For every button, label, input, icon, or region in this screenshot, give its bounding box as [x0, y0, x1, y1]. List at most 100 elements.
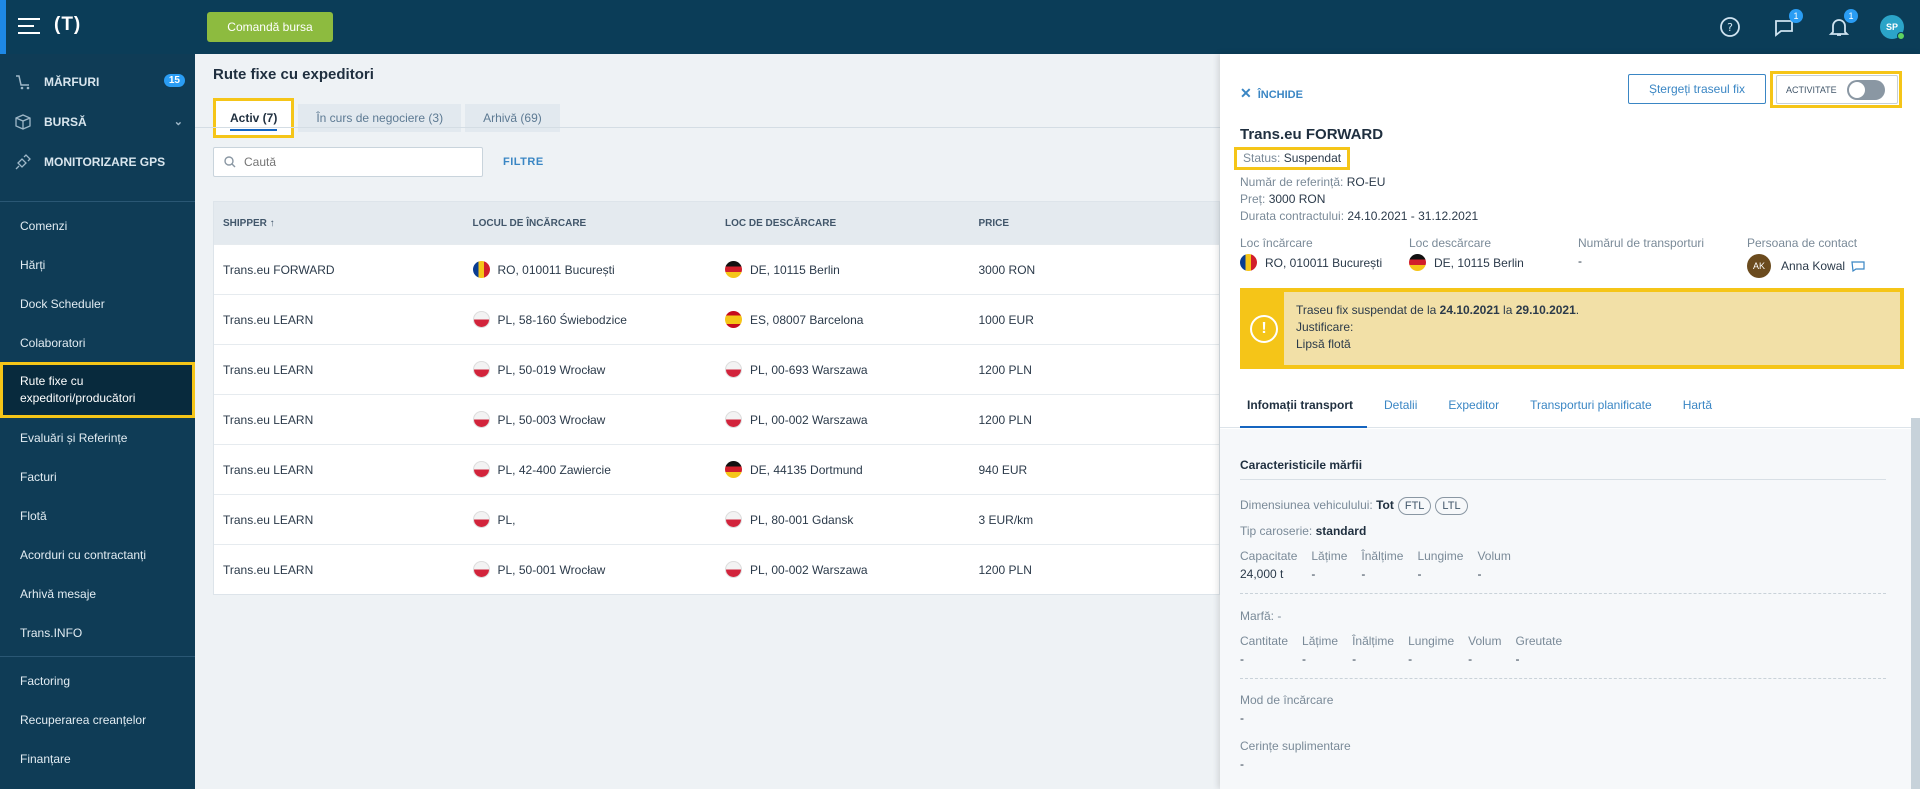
flag-pl-icon	[725, 561, 742, 578]
close-button[interactable]: ✕ ÎNCHIDE	[1240, 85, 1303, 102]
warning-text: Traseu fix suspendat de la 24.10.2021 la…	[1284, 292, 1591, 365]
tab-details[interactable]: Detalii	[1384, 398, 1418, 412]
tab-active[interactable]: Activ (7)	[213, 98, 295, 138]
tab-planned-transports[interactable]: Transporturi planificate	[1530, 398, 1652, 412]
load-text: PL, 50-003 Wrocław	[497, 412, 606, 427]
search-input[interactable]	[244, 155, 464, 169]
sidebar-item-exchange[interactable]: BURSĂ ⌄	[0, 102, 195, 142]
unload-cell: PL, 80-001 Gdansk	[719, 511, 972, 528]
tab-shipper[interactable]: Expeditor	[1448, 398, 1500, 412]
shipper-cell: Trans.eu LEARN	[223, 312, 314, 327]
height-label: Înălțime	[1361, 549, 1404, 563]
loading-mode-label: Mod de încărcare	[1240, 693, 1334, 707]
warning-line-1: Traseu fix suspendat de la 24.10.2021 la…	[1296, 302, 1579, 319]
unload-place: Loc descărcare DE, 10115 Berlin	[1409, 236, 1578, 278]
sidebar-item-orders[interactable]: Comenzi	[20, 218, 68, 233]
load-cell: PL, 50-019 Wrocław	[467, 361, 720, 378]
load-place: Loc încărcare RO, 010011 București	[1240, 236, 1409, 278]
flag-ro-icon	[472, 261, 490, 278]
sidebar-item-goods[interactable]: MĂRFURI 15	[0, 62, 195, 102]
sidebar-item-agreements[interactable]: Acorduri cu contractanți	[20, 547, 147, 562]
unload-cell: ES, 08007 Barcelona	[719, 311, 972, 328]
loading-mode-value: -	[1240, 711, 1244, 725]
sidebar-item-message-archive[interactable]: Arhivă mesaje	[20, 586, 97, 601]
load-place-value: RO, 010011 București	[1240, 254, 1409, 271]
sidebar-item-factoring[interactable]: Factoring	[20, 673, 71, 688]
toggle-switch[interactable]	[1846, 79, 1885, 100]
routes-table: SHIPPER ↑ LOCUL DE ÎNCĂRCARE LOC DE DESC…	[213, 201, 1220, 595]
transport-count-value: -	[1578, 254, 1582, 268]
dashed-divider	[1240, 678, 1886, 679]
delete-route-button[interactable]: Ștergeți traseul fix	[1628, 74, 1766, 104]
price-cell: 1200 PLN	[978, 562, 1032, 577]
sidebar-item-gps[interactable]: MONITORIZARE GPS	[0, 142, 195, 182]
sidebar-item-transinfo[interactable]: Trans.INFO	[20, 625, 83, 640]
volume-value: -	[1477, 567, 1482, 581]
table-row[interactable]: Trans.eu LEARN PL, 50-001 Wrocław PL, 00…	[214, 544, 1219, 594]
status-line: Status: Suspendat	[1234, 147, 1351, 170]
chat-icon[interactable]: 1	[1772, 9, 1803, 39]
load-place-text: RO, 010011 București	[1265, 255, 1383, 270]
flag-pl-icon	[725, 511, 742, 528]
table-row[interactable]: Trans.eu LEARN PL, 50-003 Wrocław PL, 00…	[214, 394, 1219, 444]
ftl-pill: FTL	[1397, 497, 1432, 515]
unload-text: ES, 08007 Barcelona	[750, 312, 864, 327]
unload-text: DE, 10115 Berlin	[750, 262, 840, 277]
sidebar-item-partners[interactable]: Colaboratori	[20, 335, 86, 350]
top-bar: (T) Comandă bursa ? 1 1 SP	[0, 0, 1920, 54]
sidebar-item-ratings[interactable]: Evaluări și Referințe	[20, 430, 128, 445]
capacity-grid: Capacitate 24,000 t Lățime - Înălțime - Lun…	[1240, 549, 1525, 581]
unload-place-value: DE, 10115 Berlin	[1409, 254, 1578, 271]
bell-icon[interactable]: 1	[1827, 9, 1858, 39]
chevron-down-icon[interactable]: ⌄	[173, 116, 183, 128]
sidebar-item-dock-scheduler[interactable]: Dock Scheduler	[20, 296, 105, 311]
sidebar-item-fleet[interactable]: Flotă	[20, 508, 47, 523]
message-icon[interactable]	[1851, 260, 1865, 272]
sidebar-item-debt-collection[interactable]: Recuperarea creanțelor	[20, 712, 147, 727]
price-cell: 1200 PLN	[978, 362, 1032, 377]
search-box[interactable]	[213, 147, 483, 177]
table-row[interactable]: Trans.eu FORWARD RO, 010011 București DE…	[214, 244, 1219, 294]
menu-icon[interactable]	[18, 18, 40, 34]
flag-pl-icon	[472, 411, 490, 428]
width-label: Lățime	[1311, 549, 1348, 563]
load-cell: RO, 010011 București	[467, 261, 720, 278]
table-row[interactable]: Trans.eu LEARN PL, PL, 80-001 Gdansk 3 E…	[214, 494, 1219, 544]
tab-map[interactable]: Hartă	[1682, 398, 1713, 412]
table-row[interactable]: Trans.eu LEARN PL, 50-019 Wrocław PL, 00…	[214, 344, 1219, 394]
panel-scrollbar[interactable]	[1911, 418, 1920, 789]
help-icon[interactable]: ?	[1718, 15, 1742, 39]
tab-transport-info[interactable]: Infomații transport	[1240, 392, 1368, 428]
table-row[interactable]: Trans.eu LEARN PL, 58-160 Świebodzice ES…	[214, 294, 1219, 344]
chat-badge: 1	[1789, 9, 1803, 23]
column-header-shipper[interactable]: SHIPPER ↑	[223, 217, 275, 229]
flag-pl-icon	[725, 361, 742, 378]
order-exchange-button[interactable]: Comandă bursa	[207, 12, 333, 42]
reference-line: Număr de referință: RO-EU	[1240, 175, 1385, 189]
sidebar-item-invoices[interactable]: Facturi	[20, 469, 57, 484]
sidebar-item-fixed-routes[interactable]: Rute fixe cu expeditori/producători	[0, 362, 195, 418]
activity-toggle[interactable]: ACTIVITATE	[1776, 75, 1898, 104]
sidebar-item-maps[interactable]: Hărți	[20, 257, 46, 272]
sidebar-sub-section: Comenzi Hărți Dock Scheduler Colaborator…	[0, 202, 195, 778]
volume-cell: Volum -	[1477, 549, 1510, 581]
status-value: Suspendat	[1283, 151, 1342, 165]
contact-value[interactable]: AK Anna Kowal	[1747, 254, 1916, 278]
sidebar-item-financing[interactable]: Finanțare	[20, 751, 71, 766]
weight-value: -	[1515, 652, 1520, 666]
volume-value: -	[1468, 652, 1473, 666]
height-cell: Înălțime -	[1352, 634, 1394, 666]
app-logo[interactable]: (T)	[54, 14, 82, 35]
user-avatar[interactable]: SP	[1880, 15, 1905, 40]
load-text: PL, 50-019 Wrocław	[497, 362, 606, 377]
warning-suffix: .	[1575, 303, 1580, 317]
filter-button[interactable]: FILTRE	[503, 156, 544, 168]
close-label: ÎNCHIDE	[1257, 89, 1303, 101]
height-cell: Înălțime -	[1361, 549, 1403, 581]
svg-text:?: ?	[1727, 21, 1733, 34]
route-detail-panel: ✕ ÎNCHIDE Ștergeți traseul fix ACTIVITATE…	[1220, 54, 1920, 789]
load-cell: PL,	[467, 511, 720, 528]
flag-de-icon	[725, 261, 742, 278]
length-label: Lungime	[1417, 549, 1464, 563]
table-row[interactable]: Trans.eu LEARN PL, 42-400 Zawiercie DE, …	[214, 444, 1219, 494]
